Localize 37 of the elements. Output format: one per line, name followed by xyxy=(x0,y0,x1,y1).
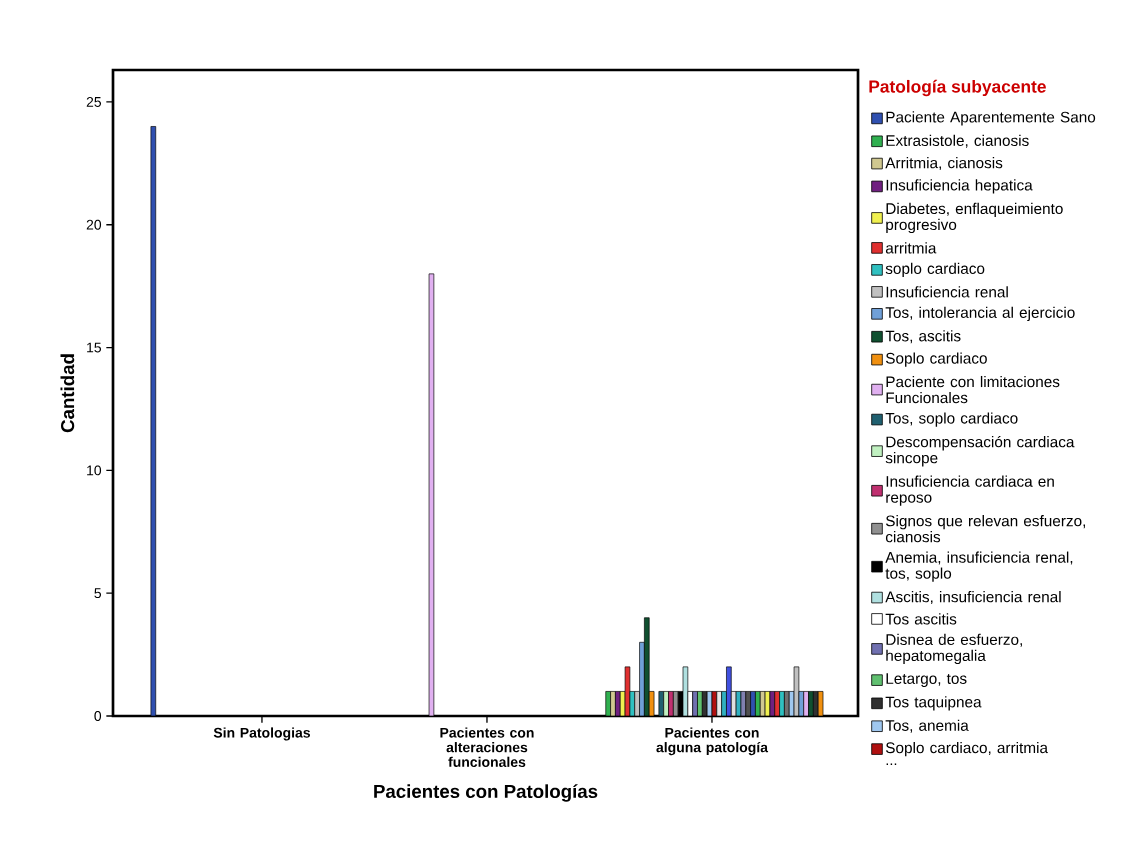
legend-label: Tos ascitis xyxy=(885,613,957,625)
legend-label: Signos que relevan esfuerzo, cianosis xyxy=(885,515,1086,543)
y-tick-label: 5 xyxy=(94,588,102,599)
legend-label: Arritmia, cianosis xyxy=(885,157,1003,171)
legend-label: Tos, ascitis xyxy=(885,330,961,344)
x-tick-label: Pacientes con alteraciones funcionales xyxy=(440,727,534,767)
legend-label: Tos, anemia xyxy=(885,719,969,733)
y-tick-label: 15 xyxy=(87,342,102,353)
x-tick-label: Pacientes con alguna patología xyxy=(656,727,769,756)
legend-label: Anemia, insuficiencia renal, tos, soplo xyxy=(885,551,1073,582)
y-tick-label: 10 xyxy=(87,465,102,476)
legend-label: Letargo, tos xyxy=(886,673,967,687)
legend-label: Soplo cardiaco xyxy=(885,352,987,367)
text: ... xyxy=(886,763,897,766)
legend-title: Patología subyacente xyxy=(869,79,1046,97)
legend-label: Descompensación cardiaca sincope xyxy=(885,435,1075,467)
legend-label: Tos, soplo cardiaco xyxy=(885,412,1018,427)
legend-label: Diabetes, enflaqueimiento progresivo xyxy=(886,202,1063,234)
legend-label: arritmia xyxy=(885,242,937,254)
y-axis-title: Cantidad xyxy=(60,354,75,433)
x-axis-title: Pacientes con Patologías xyxy=(374,784,598,802)
legend-label: Insuficiencia hepatica xyxy=(886,179,1033,194)
legend-label: Tos taquipnea xyxy=(885,696,982,711)
legend-label: Extrasistole, cianosis xyxy=(886,134,1029,148)
legend-label: soplo cardiaco xyxy=(885,262,985,278)
y-tick-label: 20 xyxy=(86,219,102,230)
y-tick-label: 0 xyxy=(94,711,102,721)
legend-label: Disnea de esfuerzo, hepatomegalia xyxy=(886,633,1022,665)
legend-label: Ascitis, insuficiencia renal xyxy=(885,591,1061,605)
legend-label: Paciente Aparentemente Sano xyxy=(886,111,1096,126)
legend-label: Soplo cardiaco, arritmia xyxy=(885,741,1049,757)
y-tick-label: 25 xyxy=(86,96,102,107)
legend-label: Insuficiencia cardiaca en reposo xyxy=(886,475,1054,506)
legend-label: Insuficiencia renal xyxy=(886,286,1008,298)
legend-label: Tos, intolerancia al ejercicio xyxy=(885,306,1075,321)
x-tick-label: Sin Patologias xyxy=(213,727,311,741)
legend-label: Paciente con limitaciones Funcionales xyxy=(886,375,1060,404)
